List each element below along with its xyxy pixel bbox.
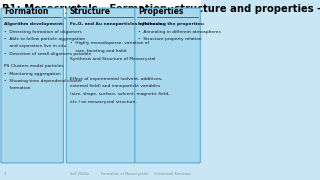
Text: Influencing the properties:: Influencing the properties: (138, 22, 205, 26)
Text: 1: 1 (4, 172, 6, 176)
Text: Properties: Properties (138, 7, 183, 16)
Text: •  Highly monodisperse, variation of: • Highly monodisperse, variation of (70, 41, 149, 45)
Text: Formation: Formation (4, 7, 48, 16)
Text: size, faceting and habit: size, faceting and habit (70, 49, 127, 53)
Text: (size, shape, surface, solvent, magnetic field,: (size, shape, surface, solvent, magnetic… (70, 92, 169, 96)
Text: •  Detecting formation of oligomers: • Detecting formation of oligomers (4, 30, 82, 33)
Text: PS Clusters model particles: PS Clusters model particles (4, 64, 64, 68)
Text: •  Able to follow particle aggregation: • Able to follow particle aggregation (4, 37, 85, 41)
Text: •  Structure property relation: • Structure property relation (138, 37, 202, 41)
Text: Synthesis and Structure of Mesocrystal: Synthesis and Structure of Mesocrystal (70, 57, 155, 61)
Text: external field) and nanoparticle variables: external field) and nanoparticle variabl… (70, 84, 160, 88)
Text: Structure: Structure (69, 7, 110, 16)
Text: •  Monitoring aggregation: • Monitoring aggregation (4, 72, 61, 76)
Text: Universität Konstanz: Universität Konstanz (154, 172, 191, 176)
FancyBboxPatch shape (135, 8, 200, 163)
FancyBboxPatch shape (0, 0, 201, 18)
Text: etc.) on mesocrystal structure.: etc.) on mesocrystal structure. (70, 100, 137, 104)
FancyBboxPatch shape (67, 8, 135, 163)
FancyBboxPatch shape (1, 8, 63, 163)
Text: •  Showing time dependend cluster: • Showing time dependend cluster (4, 79, 83, 83)
Text: SoF 2024a: SoF 2024a (70, 172, 89, 176)
Text: and separation live in situ: and separation live in situ (4, 44, 67, 48)
Text: •  Detection of small oligomers possible: • Detection of small oligomers possible (4, 52, 92, 56)
Text: •  Annealing in different atmospheres: • Annealing in different atmospheres (138, 30, 221, 33)
Text: formation: formation (4, 86, 31, 90)
Text: Effect of experimental (solvent, additives,: Effect of experimental (solvent, additiv… (70, 76, 162, 80)
Text: Formation of Mesocrystals: Formation of Mesocrystals (100, 172, 148, 176)
Text: Algorithm development:: Algorithm development: (4, 22, 64, 26)
Text: B1: Mesocrystals – Formation, structure and properties - Results: B1: Mesocrystals – Formation, structure … (2, 4, 320, 14)
Text: Fe₂O₃ and Au nanoparticles synthesis:: Fe₂O₃ and Au nanoparticles synthesis: (70, 22, 164, 26)
